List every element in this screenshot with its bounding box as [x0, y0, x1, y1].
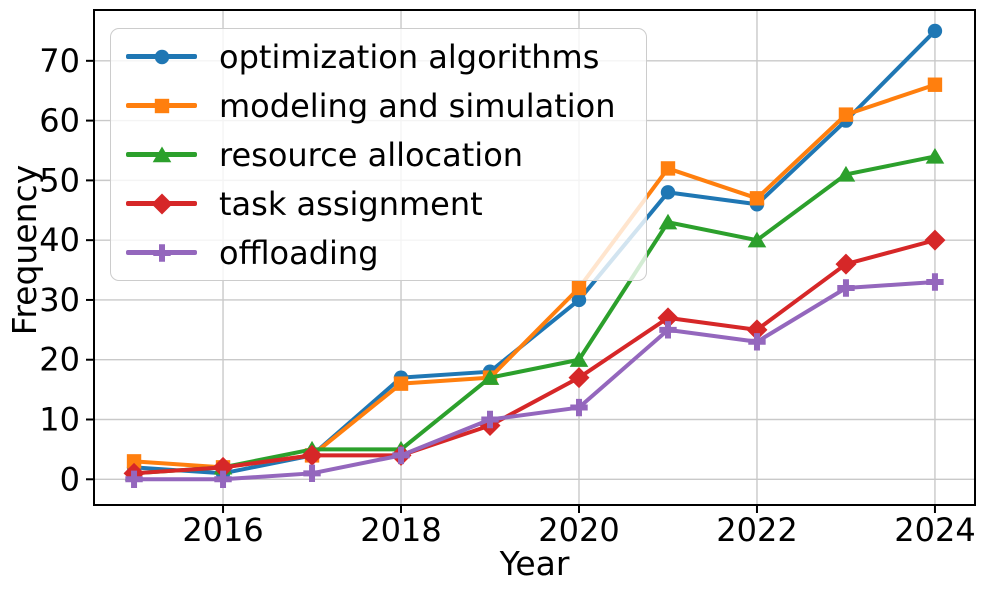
marker-resource-allocation-2021 — [658, 213, 678, 230]
legend-marker-shape — [154, 98, 169, 113]
legend-item-resource-allocation: resource allocation — [126, 130, 646, 179]
marker-task-assignment-2024 — [924, 229, 946, 251]
legend-item-label: offloading — [219, 233, 379, 272]
marker-resource-allocation-2022 — [747, 231, 767, 248]
marker-optimization-algorithms-2024 — [927, 23, 943, 39]
legend-item-task-assignment: task assignment — [126, 179, 646, 228]
marker-task-assignment-2023 — [835, 253, 857, 275]
legend-marker-plus-icon — [152, 243, 171, 262]
marker-offloading-2015 — [125, 470, 143, 488]
series-line-resource-allocation — [132, 154, 937, 476]
x-tick-label-2022: 2022 — [716, 511, 797, 549]
marker-task-assignment-2022 — [746, 319, 768, 341]
x-axis-label: Year — [499, 544, 570, 583]
marker-offloading-2019 — [481, 410, 499, 429]
y-tick-label-60: 60 — [39, 102, 80, 140]
legend-item-label: optimization algorithms — [219, 37, 600, 76]
marker-offloading-2024 — [926, 273, 944, 291]
legend-marker-shape — [151, 193, 172, 214]
y-tick-label-50: 50 — [39, 161, 80, 199]
marker-offloading-2017 — [303, 464, 321, 483]
marker-offloading-2021 — [659, 321, 677, 339]
legend-item-label: modeling and simulation — [219, 86, 616, 125]
marker-offloading-2022 — [748, 333, 766, 351]
y-tick-label-70: 70 — [39, 42, 80, 80]
x-tick-label-2016: 2016 — [182, 511, 263, 549]
marker-optimization-algorithms-2020 — [571, 292, 587, 308]
legend-swatch-circle-icon — [126, 42, 197, 72]
legend-swatch-plus-icon — [126, 238, 197, 268]
x-tick-label-2020: 2020 — [538, 511, 619, 549]
legend-swatch-square-icon — [126, 91, 197, 121]
legend-marker-triangle-icon — [152, 146, 171, 162]
y-tick-label-40: 40 — [39, 221, 80, 259]
marker-modeling-and-simulation-2021 — [660, 161, 676, 176]
y-axis-label: Frequency — [5, 164, 44, 336]
marker-task-assignment-2016 — [212, 456, 234, 478]
marker-modeling-and-simulation-2022 — [749, 191, 765, 206]
legend-item-offloading: offloading — [126, 228, 646, 277]
marker-resource-allocation-2019 — [480, 369, 500, 385]
marker-task-assignment-2020 — [568, 367, 590, 389]
marker-offloading-2023 — [837, 279, 855, 297]
x-tick-label-2024: 2024 — [894, 511, 975, 549]
series-line-offloading — [132, 280, 937, 482]
legend-marker-shape — [152, 243, 171, 262]
legend-item-label: resource allocation — [219, 135, 524, 174]
legend-marker-shape — [154, 49, 169, 64]
marker-optimization-algorithms-2021 — [660, 185, 676, 200]
legend-item-label: task assignment — [219, 184, 483, 223]
marker-resource-allocation-2020 — [569, 351, 589, 367]
legend-marker-diamond-icon — [151, 193, 172, 214]
legend-item-optimization-algorithms: optimization algorithms — [126, 32, 646, 81]
series-line-optimization-algorithms — [132, 28, 937, 476]
y-tick-label-30: 30 — [39, 281, 80, 319]
marker-offloading-2020 — [570, 398, 588, 417]
legend: optimization algorithms modeling and simu… — [110, 28, 647, 281]
legend-item-modeling-and-simulation: modeling and simulation — [126, 81, 646, 130]
y-tick-label-10: 10 — [39, 401, 80, 439]
series-line-task-assignment — [132, 238, 937, 476]
marker-modeling-and-simulation-2015 — [126, 454, 142, 469]
y-tick-label-0: 0 — [60, 460, 80, 498]
marker-modeling-and-simulation-2024 — [927, 77, 943, 92]
marker-modeling-and-simulation-2020 — [571, 280, 587, 296]
marker-task-assignment-2017 — [301, 444, 323, 466]
legend-swatch-diamond-icon — [126, 189, 197, 219]
marker-resource-allocation-2024 — [925, 147, 945, 164]
axes-spines — [93, 9, 976, 506]
legend-marker-square-icon — [154, 98, 169, 113]
marker-resource-allocation-2023 — [836, 165, 856, 182]
marker-modeling-and-simulation-2023 — [838, 107, 854, 122]
legend-marker-circle-icon — [154, 49, 169, 64]
legend-swatch-triangle-icon — [126, 140, 197, 170]
marker-task-assignment-2021 — [657, 307, 679, 329]
marker-offloading-2018 — [392, 446, 410, 465]
x-tick-label-2018: 2018 — [360, 511, 441, 549]
marker-modeling-and-simulation-2018 — [393, 376, 409, 391]
y-tick-label-20: 20 — [39, 341, 80, 379]
marker-offloading-2016 — [214, 470, 232, 488]
legend-marker-shape — [152, 146, 171, 162]
